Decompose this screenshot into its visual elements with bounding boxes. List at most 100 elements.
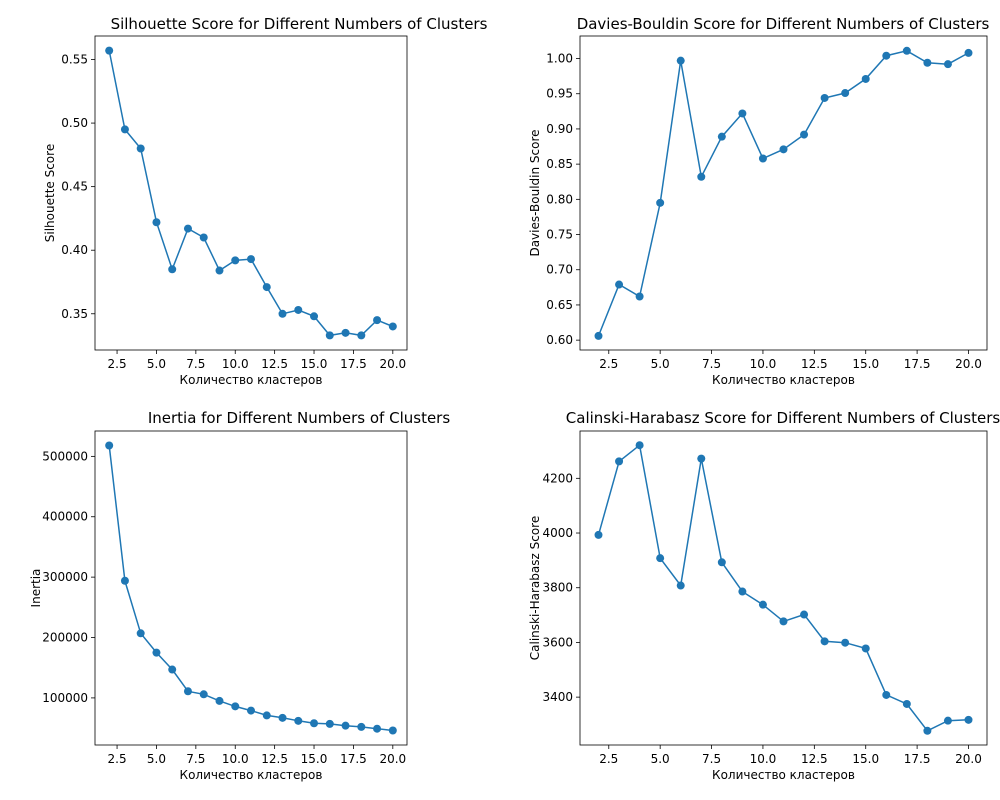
data-point xyxy=(902,699,911,708)
data-point xyxy=(656,554,665,563)
x-tick-label: 20.0 xyxy=(955,357,982,371)
y-tick-label: 500000 xyxy=(42,449,88,463)
data-point xyxy=(841,638,850,647)
x-tick-label: 12.5 xyxy=(261,357,288,371)
data-point xyxy=(676,581,685,590)
x-axis-label: Количество кластеров xyxy=(180,768,323,782)
data-point xyxy=(183,687,192,696)
data-point xyxy=(294,305,303,314)
data-point xyxy=(594,530,603,539)
data-point xyxy=(923,58,932,67)
chart-title: Calinski-Harabasz Score for Different Nu… xyxy=(566,409,1000,427)
data-point xyxy=(168,665,177,674)
data-point xyxy=(294,716,303,725)
data-point xyxy=(136,144,145,153)
data-point xyxy=(717,132,726,141)
data-point xyxy=(841,89,850,98)
data-point xyxy=(615,457,624,466)
data-point xyxy=(388,726,397,735)
data-point xyxy=(310,719,319,728)
data-point xyxy=(615,280,624,289)
x-axis-label: Количество кластеров xyxy=(712,373,855,387)
x-tick-label: 7.5 xyxy=(702,752,721,766)
y-axis-label: Silhouette Score xyxy=(43,144,57,242)
y-tick-label: 0.90 xyxy=(546,122,573,136)
y-tick-label: 400000 xyxy=(42,510,88,524)
x-tick-label: 12.5 xyxy=(261,752,288,766)
x-tick-label: 12.5 xyxy=(801,752,828,766)
data-point xyxy=(373,316,382,325)
x-tick-label: 5.0 xyxy=(651,752,670,766)
data-point xyxy=(215,696,224,705)
x-tick-label: 20.0 xyxy=(955,752,982,766)
chart-title: Inertia for Different Numbers of Cluster… xyxy=(148,409,451,427)
data-point xyxy=(168,265,177,274)
data-point xyxy=(262,711,271,720)
x-tick-label: 7.5 xyxy=(702,357,721,371)
data-point xyxy=(341,721,350,730)
data-point xyxy=(105,441,114,450)
axes-frame xyxy=(579,430,988,746)
y-tick-label: 0.45 xyxy=(61,180,88,194)
y-tick-label: 1.00 xyxy=(546,52,573,66)
x-tick-label: 5.0 xyxy=(651,357,670,371)
axes-frame xyxy=(94,430,408,746)
y-tick-label: 0.80 xyxy=(546,192,573,206)
data-point xyxy=(779,145,788,154)
data-point xyxy=(120,125,129,134)
x-tick-label: 2.5 xyxy=(599,357,618,371)
data-point xyxy=(656,198,665,207)
data-point xyxy=(105,46,114,55)
data-point xyxy=(199,690,208,699)
data-point xyxy=(183,224,192,233)
data-point xyxy=(820,93,829,102)
x-tick-label: 2.5 xyxy=(599,752,618,766)
x-tick-label: 20.0 xyxy=(379,357,406,371)
data-point xyxy=(325,331,334,340)
data-point xyxy=(861,644,870,653)
data-point xyxy=(738,587,747,596)
y-tick-label: 0.75 xyxy=(546,228,573,242)
x-tick-label: 15.0 xyxy=(852,752,879,766)
data-point xyxy=(923,726,932,735)
x-tick-label: 17.5 xyxy=(340,357,367,371)
data-point xyxy=(758,154,767,163)
subplot-silhouette: Silhouette Score for Different Numbers o… xyxy=(43,15,487,387)
x-tick-label: 15.0 xyxy=(852,357,879,371)
data-point xyxy=(199,233,208,242)
data-point xyxy=(635,441,644,450)
x-tick-label: 10.0 xyxy=(750,752,777,766)
x-tick-label: 17.5 xyxy=(904,357,931,371)
data-point xyxy=(902,46,911,55)
data-point xyxy=(120,576,129,585)
subplot-calinski-harabasz: Calinski-Harabasz Score for Different Nu… xyxy=(528,409,1000,782)
data-point xyxy=(357,722,366,731)
data-point xyxy=(373,724,382,733)
data-point xyxy=(247,706,255,715)
y-tick-label: 4200 xyxy=(542,471,573,485)
x-tick-label: 2.5 xyxy=(108,357,127,371)
chart-title: Davies-Bouldin Score for Different Numbe… xyxy=(577,15,990,33)
data-point xyxy=(247,255,255,264)
data-point xyxy=(861,74,870,83)
data-point xyxy=(964,715,973,724)
data-point xyxy=(388,322,397,331)
data-point xyxy=(594,331,603,340)
x-tick-label: 10.0 xyxy=(222,752,249,766)
y-tick-label: 0.60 xyxy=(546,333,573,347)
series-line xyxy=(597,443,969,732)
x-tick-label: 7.5 xyxy=(186,752,205,766)
data-point xyxy=(262,283,271,292)
data-point xyxy=(676,56,685,65)
data-point xyxy=(882,690,891,699)
x-tick-label: 7.5 xyxy=(186,357,205,371)
data-point xyxy=(882,51,891,60)
y-tick-label: 0.35 xyxy=(61,307,88,321)
series-line xyxy=(108,445,393,732)
data-point xyxy=(943,60,952,69)
data-point xyxy=(697,454,706,463)
y-tick-label: 0.95 xyxy=(546,87,573,101)
x-tick-label: 15.0 xyxy=(301,752,328,766)
data-point xyxy=(943,716,952,725)
y-tick-label: 4000 xyxy=(542,526,573,540)
